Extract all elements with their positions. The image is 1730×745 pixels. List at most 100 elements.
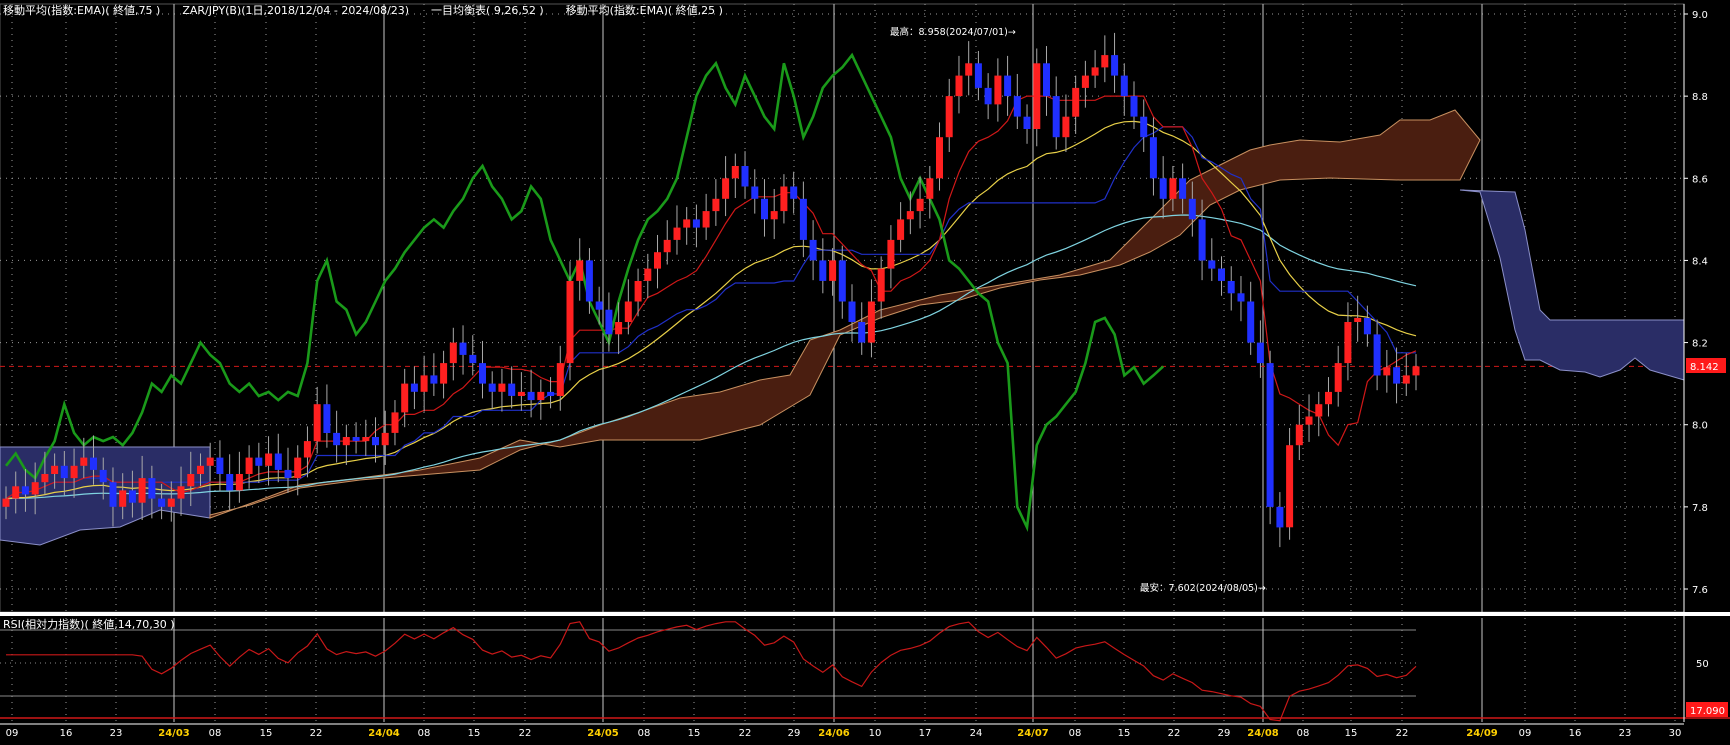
candle-body bbox=[333, 432, 341, 446]
candle-body bbox=[187, 474, 195, 487]
candle-body bbox=[21, 486, 29, 495]
price-badge: 8.142 bbox=[1686, 358, 1726, 373]
candle-body bbox=[362, 437, 370, 442]
candle-body bbox=[12, 486, 20, 499]
candle-body bbox=[780, 186, 788, 212]
candle-body bbox=[1315, 404, 1323, 417]
date-tick-label: 22 bbox=[519, 728, 532, 739]
candle-body bbox=[1033, 63, 1041, 129]
candle-body bbox=[848, 301, 856, 322]
candle-body bbox=[274, 453, 282, 470]
candle-body bbox=[90, 457, 97, 470]
candle-body bbox=[226, 474, 234, 491]
candle-body bbox=[1373, 334, 1381, 376]
candle-body bbox=[1081, 75, 1089, 88]
price-badge-value: 8.142 bbox=[1690, 362, 1719, 373]
date-tick-label: 24 bbox=[970, 728, 983, 739]
candle-body bbox=[527, 391, 535, 401]
candle-body bbox=[31, 482, 39, 495]
candle-body bbox=[537, 391, 545, 401]
low-annotation: 最安：7.602(2024/08/05)→ bbox=[1140, 582, 1266, 594]
price-tick-label: 8.4 bbox=[1692, 256, 1708, 267]
candle-body bbox=[1412, 366, 1420, 376]
candle-body bbox=[829, 260, 837, 281]
candle-body bbox=[391, 412, 399, 433]
candle-body bbox=[1276, 506, 1284, 528]
panel-separator bbox=[0, 612, 1730, 616]
rsi-line bbox=[6, 621, 1417, 722]
candle-body bbox=[741, 166, 749, 187]
candle-body bbox=[430, 375, 438, 384]
candle-body bbox=[1325, 391, 1332, 405]
candle-body bbox=[488, 383, 496, 392]
candle-body bbox=[401, 383, 409, 413]
high-annotation: 最高：8.958(2024/07/01)→ bbox=[890, 26, 1016, 38]
candle-body bbox=[955, 75, 963, 97]
candle-body bbox=[1149, 137, 1157, 179]
candle-body bbox=[498, 383, 506, 392]
date-tick-label: 30 bbox=[1669, 728, 1682, 739]
candle-body bbox=[566, 281, 574, 364]
date-tick-label: 08 bbox=[638, 728, 651, 739]
candle-body bbox=[751, 186, 759, 199]
candle-body bbox=[799, 198, 807, 240]
candle-body bbox=[216, 457, 224, 474]
candle-body bbox=[167, 498, 175, 507]
date-tick-label: 24/04 bbox=[368, 728, 400, 739]
candle-body bbox=[877, 268, 885, 302]
candle-body bbox=[838, 260, 846, 302]
candle-body bbox=[1179, 178, 1187, 199]
candle-body bbox=[1354, 317, 1362, 322]
candle-body bbox=[926, 178, 934, 199]
date-tick-label: 22 bbox=[1168, 728, 1181, 739]
candle-body bbox=[1072, 87, 1080, 117]
candle-body bbox=[722, 178, 730, 199]
candle-body bbox=[372, 437, 379, 446]
candle-body bbox=[1043, 63, 1050, 97]
candle-body bbox=[1266, 363, 1274, 507]
candle-body bbox=[615, 322, 623, 335]
price-tick-label: 9.0 bbox=[1692, 10, 1708, 21]
candle-body bbox=[1227, 281, 1235, 294]
price-tick-label: 7.6 bbox=[1692, 585, 1708, 596]
candle-body bbox=[1393, 367, 1401, 384]
candle-body bbox=[1101, 55, 1109, 68]
candle-body bbox=[352, 437, 360, 442]
candle-body bbox=[1091, 67, 1099, 76]
candle-body bbox=[1237, 293, 1245, 302]
candle-body bbox=[692, 219, 700, 228]
date-tick-label: 23 bbox=[1619, 728, 1632, 739]
candle-body bbox=[1130, 96, 1138, 117]
candle-body bbox=[731, 166, 739, 179]
candle-body bbox=[303, 441, 311, 458]
candle-body bbox=[858, 322, 866, 343]
candle-body bbox=[284, 469, 292, 479]
candle-body bbox=[381, 432, 389, 446]
candle-body bbox=[440, 363, 448, 384]
candle-body bbox=[313, 404, 321, 442]
candle-body bbox=[323, 404, 331, 433]
candle-body bbox=[1062, 116, 1070, 138]
candle-body bbox=[585, 260, 593, 302]
date-tick-label: 08 bbox=[1069, 728, 1082, 739]
date-tick-label: 24/05 bbox=[587, 728, 619, 739]
candle-body bbox=[1111, 55, 1119, 76]
date-tick-label: 15 bbox=[1118, 728, 1131, 739]
date-tick-label: 16 bbox=[1569, 728, 1582, 739]
kumo-red bbox=[209, 109, 1481, 519]
candle-body bbox=[479, 363, 486, 384]
candle-body bbox=[1052, 96, 1060, 138]
axes: 9.0 8.8 8.6 8.4 8.2 8.0 7.8 7.6 50 09 16 23 24/03 08 1… bbox=[0, 4, 1709, 739]
candle-body bbox=[605, 309, 613, 335]
candle-body bbox=[1159, 178, 1167, 199]
candle-body bbox=[770, 211, 778, 220]
candle-body bbox=[1363, 317, 1371, 335]
date-tick-label: 22 bbox=[310, 728, 323, 739]
candle-body bbox=[1218, 268, 1225, 281]
candle-body bbox=[867, 301, 875, 343]
price-tick-label: 8.8 bbox=[1692, 92, 1708, 103]
candle-body bbox=[1013, 96, 1021, 117]
candle-body bbox=[712, 198, 720, 212]
candle-body bbox=[1188, 198, 1196, 220]
